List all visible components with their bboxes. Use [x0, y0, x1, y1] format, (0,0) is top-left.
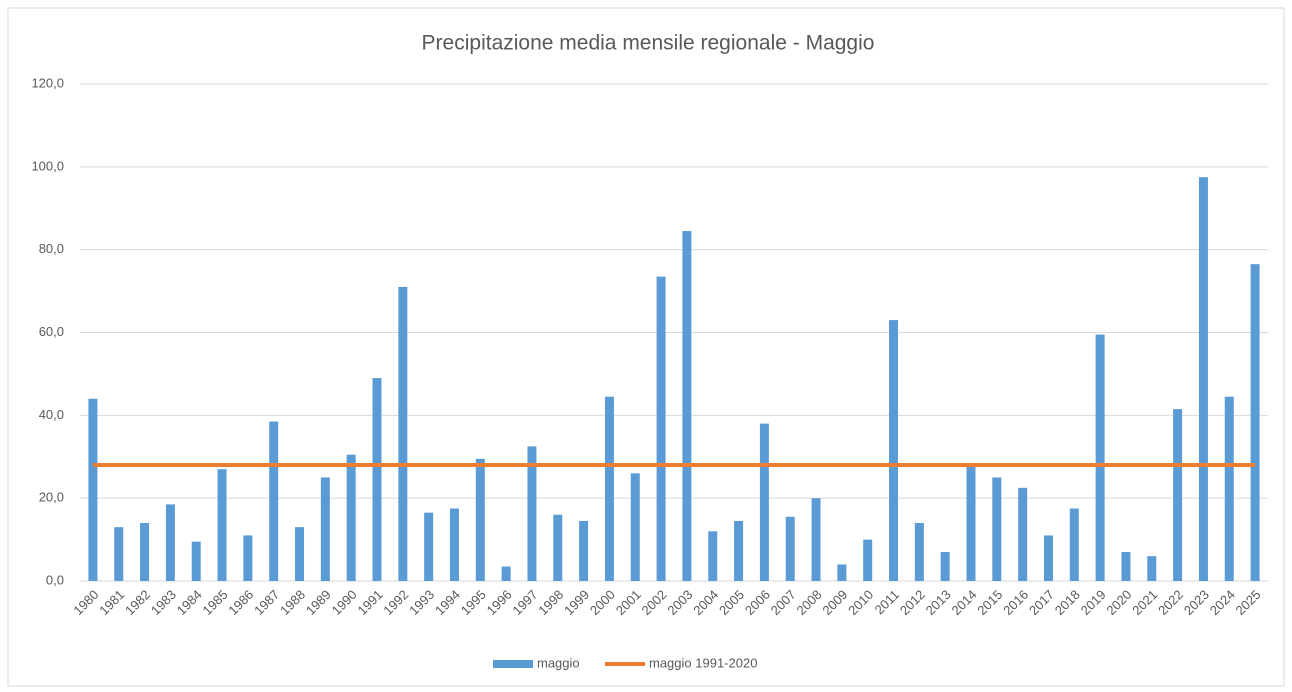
bar [914, 523, 924, 581]
bar [320, 477, 330, 581]
bar [682, 231, 692, 581]
bar [1095, 334, 1105, 581]
bar [579, 520, 589, 581]
bar [398, 286, 408, 581]
bar [863, 539, 873, 581]
bar [1147, 556, 1157, 581]
legend-label: maggio 1991-2020 [649, 655, 757, 670]
bar [1198, 177, 1208, 581]
bar [734, 520, 744, 581]
bar [759, 423, 769, 581]
y-tick-label: 120,0 [31, 75, 64, 90]
bar [837, 564, 847, 581]
bar [424, 512, 434, 581]
bar [372, 378, 382, 581]
bar [1173, 409, 1183, 581]
bar [165, 504, 175, 581]
bar [604, 396, 614, 581]
bar [501, 566, 511, 581]
chart-border [7, 7, 1285, 687]
bar [269, 421, 279, 581]
bar [1018, 487, 1028, 581]
bar [811, 498, 821, 581]
bar [475, 458, 485, 581]
bar [88, 398, 98, 581]
bar [140, 523, 150, 581]
bar [708, 531, 718, 581]
y-tick-label: 60,0 [39, 324, 64, 339]
chart-title: Precipitazione media mensile regionale -… [422, 32, 875, 55]
bar [1121, 552, 1131, 581]
bar [217, 469, 227, 581]
bar [630, 473, 640, 581]
bar [966, 465, 976, 581]
bar [191, 541, 201, 581]
bar [346, 454, 356, 581]
bar [1250, 264, 1260, 581]
y-tick-label: 80,0 [39, 241, 64, 256]
y-tick-label: 0,0 [46, 572, 64, 587]
bar [243, 535, 253, 581]
bar [527, 446, 537, 581]
bar [940, 552, 950, 581]
y-tick-label: 100,0 [31, 158, 64, 173]
legend-swatch [493, 660, 533, 668]
bar [553, 514, 563, 581]
bar [295, 527, 305, 581]
bar [992, 477, 1002, 581]
bar [656, 276, 666, 581]
legend-label: maggio [537, 655, 580, 670]
y-tick-label: 20,0 [39, 490, 64, 505]
bar [1224, 396, 1234, 581]
bar [114, 527, 124, 581]
bar [785, 516, 795, 581]
bar [889, 320, 899, 581]
bar [1069, 508, 1079, 581]
bar [1043, 535, 1053, 581]
bar [449, 508, 459, 581]
y-tick-label: 40,0 [39, 407, 64, 422]
